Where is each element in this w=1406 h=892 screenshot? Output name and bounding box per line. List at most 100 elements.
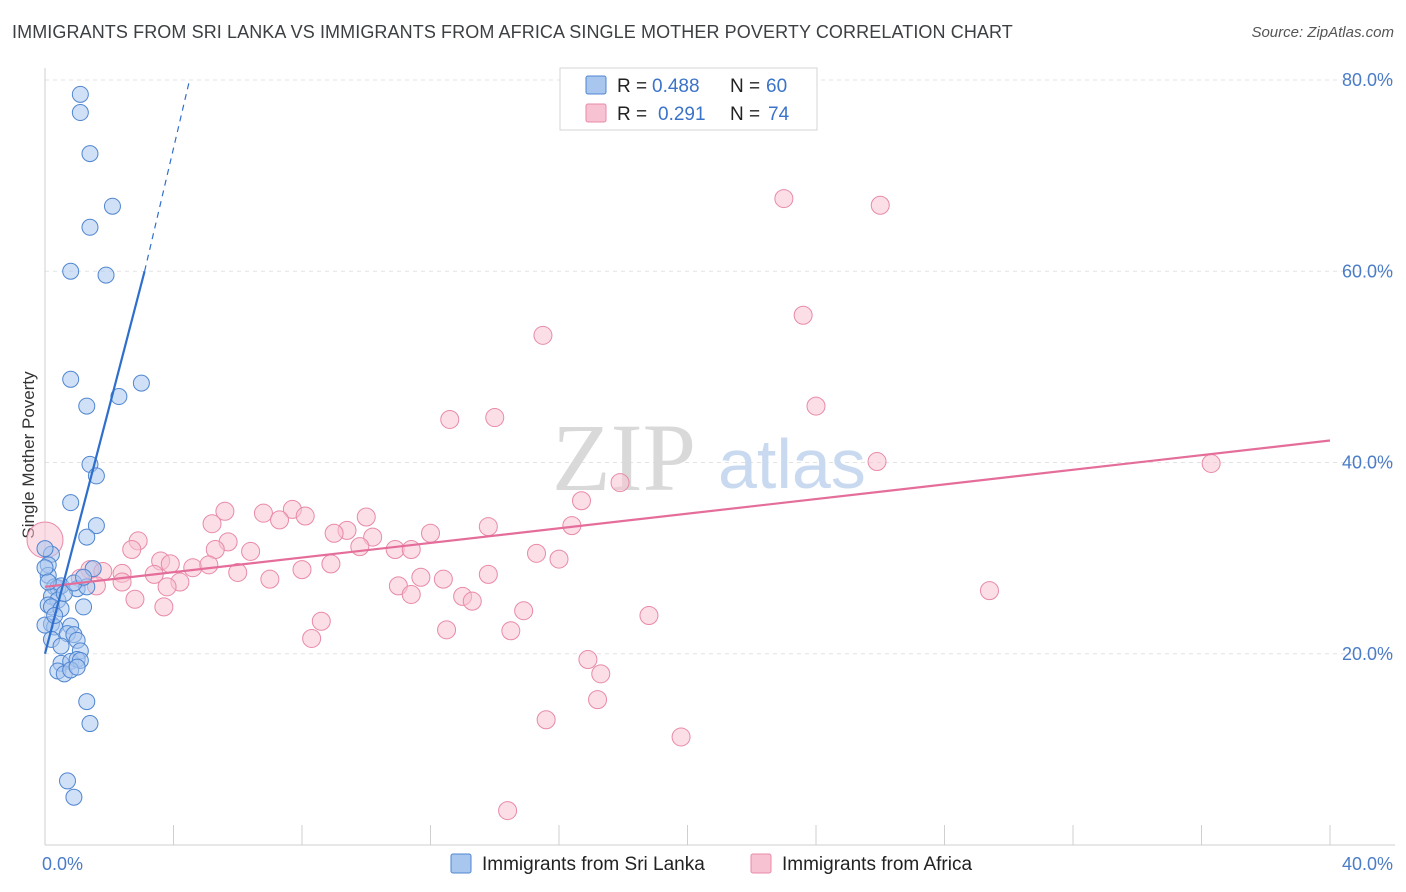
africa-point — [588, 690, 608, 710]
sri-lanka-point — [62, 494, 80, 512]
africa-point — [501, 621, 521, 641]
sri-lanka-trend-line — [43, 270, 146, 655]
sri-lanka-point — [62, 370, 80, 388]
africa-point — [356, 507, 376, 527]
sri-lanka-points — [36, 85, 150, 806]
bottom-legend-label-africa: Immigrants from Africa — [782, 854, 972, 875]
africa-point — [228, 562, 248, 582]
africa-point — [591, 664, 611, 684]
africa-point — [1201, 453, 1221, 473]
africa-point — [311, 611, 331, 631]
africa-point — [324, 523, 344, 543]
legend-r-label-1: R = — [617, 76, 647, 97]
africa-point — [514, 601, 534, 621]
africa-point — [321, 554, 341, 574]
africa-point — [295, 506, 315, 526]
africa-point — [385, 540, 405, 560]
sri-lanka-point — [78, 693, 96, 711]
sri-lanka-point — [65, 788, 83, 806]
x-tick-labels: 0.0% 40.0% — [42, 854, 1393, 874]
africa-point — [485, 408, 505, 428]
africa-point — [870, 195, 890, 215]
africa-point — [183, 558, 203, 578]
sri-lanka-point — [78, 397, 96, 415]
africa-point — [157, 577, 177, 597]
legend-swatch-africa — [585, 103, 607, 123]
sri-lanka-point — [36, 540, 54, 558]
legend-r-value-2: 0.291 — [658, 104, 706, 125]
africa-point — [867, 452, 887, 472]
africa-point — [498, 801, 518, 821]
sri-lanka-point — [62, 262, 80, 280]
legend-n-label-2: N = — [730, 104, 760, 125]
africa-trend-line — [44, 439, 1331, 588]
x-tick-label: 0.0% — [42, 854, 83, 874]
trend-lines — [43, 79, 1331, 655]
africa-point — [806, 396, 826, 416]
africa-point — [122, 540, 142, 560]
sri-lanka-point — [36, 559, 54, 577]
y-tick-label: 60.0% — [1342, 261, 1393, 281]
africa-point — [350, 537, 370, 557]
africa-point — [421, 523, 440, 543]
africa-point — [440, 409, 460, 429]
sri-lanka-point — [81, 218, 99, 236]
watermark-atlas: atlas — [718, 425, 866, 503]
africa-point — [610, 473, 630, 493]
africa-point — [578, 649, 598, 669]
sri-lanka-point — [103, 197, 121, 215]
africa-point — [125, 589, 145, 609]
sri-lanka-point — [71, 85, 89, 103]
africa-point — [549, 549, 569, 569]
africa-point — [671, 727, 691, 747]
africa-point — [462, 591, 482, 611]
chart-title: IMMIGRANTS FROM SRI LANKA VS IMMIGRANTS … — [12, 22, 1013, 42]
source-label: Source: ZipAtlas.com — [1251, 24, 1394, 41]
africa-point — [478, 517, 498, 537]
africa-point — [160, 554, 180, 574]
africa-point — [536, 710, 556, 730]
africa-point — [215, 501, 235, 521]
legend-n-label-1: N = — [730, 76, 760, 97]
africa-point — [199, 555, 219, 575]
sri-lanka-point — [52, 637, 70, 655]
sri-lanka-point — [132, 374, 150, 392]
africa-point — [363, 527, 383, 547]
y-tick-label: 40.0% — [1342, 453, 1393, 473]
africa-point — [401, 540, 421, 560]
bottom-legend-swatch-sri-lanka — [450, 853, 472, 874]
sri-lanka-point — [68, 658, 86, 676]
sri-lanka-point — [87, 517, 105, 535]
legend-r-label-2: R = — [617, 104, 647, 125]
africa-point — [433, 569, 453, 589]
axes — [44, 68, 1395, 846]
sri-lanka-point — [97, 266, 115, 284]
sri-lanka-trend-extension — [144, 79, 191, 272]
sri-lanka-point — [78, 528, 96, 546]
x-tick-label: 40.0% — [1342, 854, 1393, 874]
africa-point — [979, 581, 999, 601]
africa-point — [260, 569, 280, 589]
africa-point — [154, 597, 174, 617]
sri-lanka-point — [81, 715, 99, 733]
bottom-legend: Immigrants from Sri Lanka Immigrants fro… — [450, 853, 972, 875]
africa-point — [639, 606, 659, 625]
africa-point — [292, 560, 312, 580]
africa-point — [527, 543, 547, 563]
africa-point — [437, 620, 457, 640]
legend-swatch-sri-lanka — [585, 75, 607, 95]
y-tick-labels: 20.0% 40.0% 60.0% 80.0% — [1342, 70, 1393, 664]
africa-point — [270, 510, 290, 530]
africa-point — [774, 189, 794, 209]
africa-point — [401, 584, 421, 604]
africa-point — [112, 572, 132, 592]
grid-lines — [45, 79, 1395, 655]
y-tick-label: 20.0% — [1342, 644, 1393, 664]
africa-point — [253, 503, 273, 523]
africa-point — [302, 628, 322, 648]
bottom-legend-swatch-africa — [750, 853, 772, 874]
sri-lanka-point — [75, 598, 93, 616]
africa-point — [571, 491, 591, 511]
africa-point — [202, 514, 222, 534]
